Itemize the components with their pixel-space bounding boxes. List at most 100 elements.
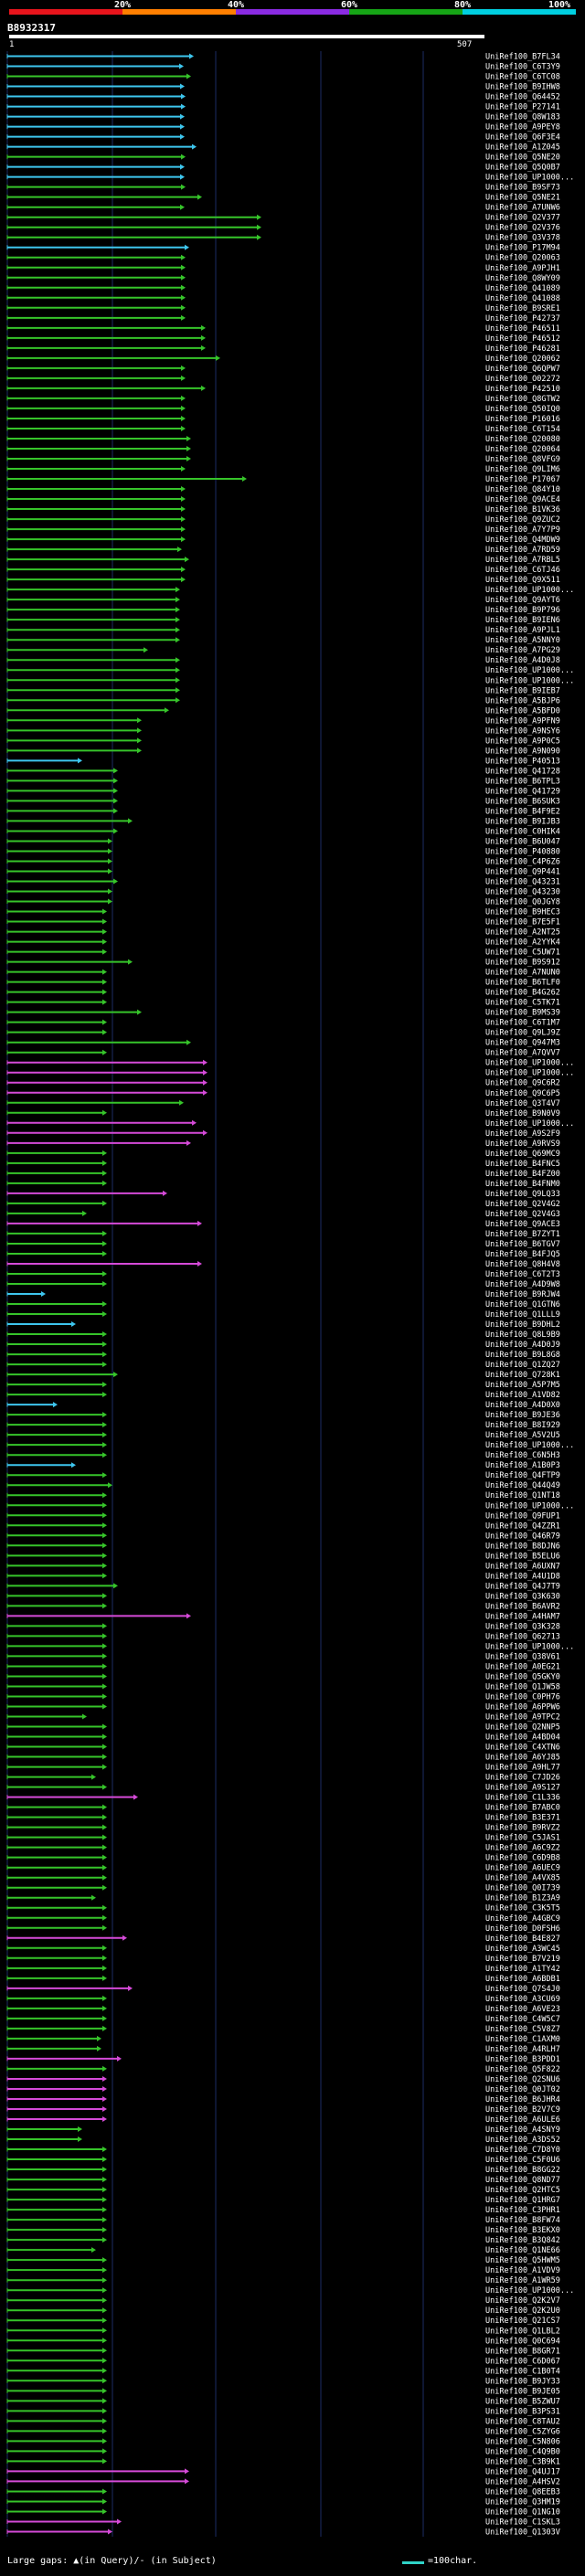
hit-label[interactable]: UniRef100_B6TPL3 (485, 777, 560, 786)
hit-label[interactable]: UniRef100_B3E371 (485, 1814, 560, 1823)
hit-label[interactable]: UniRef100_A3DS52 (485, 2136, 560, 2145)
hit-label[interactable]: UniRef100_C5V8Z7 (485, 2025, 560, 2034)
hit-label[interactable]: UniRef100_Q43231 (485, 878, 560, 887)
hit-label[interactable]: UniRef100_UP1000... (485, 1642, 574, 1651)
hit-label[interactable]: UniRef100_Q0C694 (485, 2337, 560, 2346)
hit-label[interactable]: UniRef100_UP1000... (485, 2286, 574, 2295)
hit-label[interactable]: UniRef100_A3WC45 (485, 1945, 560, 1954)
hit-label[interactable]: UniRef100_B3PS31 (485, 2407, 560, 2416)
hit-label[interactable]: UniRef100_A9TPC2 (485, 1713, 560, 1723)
hit-label[interactable]: UniRef100_Q46R79 (485, 1532, 560, 1541)
hit-label[interactable]: UniRef100_A9PJH1 (485, 264, 560, 273)
hit-label[interactable]: UniRef100_A4D0J9 (485, 1341, 560, 1350)
hit-label[interactable]: UniRef100_B9IJB3 (485, 817, 560, 826)
hit-label[interactable]: UniRef100_A9P0C5 (485, 737, 560, 746)
hit-label[interactable]: UniRef100_Q9LJ9Z (485, 1029, 560, 1038)
hit-label[interactable]: UniRef100_B3PDD1 (485, 2055, 560, 2064)
hit-label[interactable]: UniRef100_Q64452 (485, 93, 560, 102)
hit-label[interactable]: UniRef100_Q41088 (485, 294, 560, 303)
hit-label[interactable]: UniRef100_C7JD26 (485, 1774, 560, 1783)
hit-label[interactable]: UniRef100_Q8WY09 (485, 274, 560, 283)
hit-label[interactable]: UniRef100_P42510 (485, 385, 560, 394)
hit-label[interactable]: UniRef100_C7D8Y0 (485, 2146, 560, 2155)
hit-label[interactable]: UniRef100_B9S912 (485, 959, 560, 968)
hit-label[interactable]: UniRef100_Q5Q0B7 (485, 164, 560, 173)
hit-label[interactable]: UniRef100_Q9C6R2 (485, 1079, 560, 1088)
hit-label[interactable]: UniRef100_Q43230 (485, 888, 560, 897)
hit-label[interactable]: UniRef100_Q7S4J0 (485, 1985, 560, 1994)
hit-label[interactable]: UniRef100_B6SUK3 (485, 797, 560, 806)
hit-label[interactable]: UniRef100_Q4ZZR1 (485, 1521, 560, 1531)
hit-label[interactable]: UniRef100_B8I929 (485, 1421, 560, 1430)
hit-label[interactable]: UniRef100_Q0JGY8 (485, 898, 560, 907)
hit-label[interactable]: UniRef100_A1TY42 (485, 1965, 560, 1974)
hit-label[interactable]: UniRef100_A9S2F9 (485, 1129, 560, 1139)
hit-label[interactable]: UniRef100_Q8EEB3 (485, 2487, 560, 2496)
hit-label[interactable]: UniRef100_UP1000... (485, 586, 574, 595)
hit-label[interactable]: UniRef100_B7V219 (485, 1955, 560, 1964)
hit-label[interactable]: UniRef100_D0FSH6 (485, 1924, 560, 1934)
hit-label[interactable]: UniRef100_B6TGV7 (485, 1240, 560, 1249)
hit-label[interactable]: UniRef100_C6D067 (485, 2357, 560, 2366)
hit-label[interactable]: UniRef100_Q1NG10 (485, 2507, 560, 2517)
hit-label[interactable]: UniRef100_Q8ND77 (485, 2176, 560, 2185)
hit-label[interactable]: UniRef100_Q8W183 (485, 113, 560, 122)
hit-label[interactable]: UniRef100_UP1000... (485, 666, 574, 675)
hit-label[interactable]: UniRef100_A0EG21 (485, 1662, 560, 1671)
hit-label[interactable]: UniRef100_Q3K630 (485, 1592, 560, 1601)
hit-label[interactable]: UniRef100_Q2V4G3 (485, 1210, 560, 1219)
hit-label[interactable]: UniRef100_A4D9W8 (485, 1280, 560, 1289)
hit-label[interactable]: UniRef100_A9PFN9 (485, 716, 560, 726)
hit-label[interactable]: UniRef100_B5ELU6 (485, 1552, 560, 1561)
hit-label[interactable]: UniRef100_A4BD04 (485, 1733, 560, 1743)
hit-label[interactable]: UniRef100_Q1LLL9 (485, 1310, 560, 1320)
hit-label[interactable]: UniRef100_Q62713 (485, 1632, 560, 1641)
hit-label[interactable]: UniRef100_UP1000... (485, 174, 574, 183)
hit-label[interactable]: UniRef100_B9JE05 (485, 2387, 560, 2396)
hit-label[interactable]: UniRef100_B9MS39 (485, 1009, 560, 1018)
hit-label[interactable]: UniRef100_A4HAM7 (485, 1612, 560, 1621)
hit-label[interactable]: UniRef100_Q4UJ17 (485, 2467, 560, 2476)
hit-label[interactable]: UniRef100_Q69MC9 (485, 1150, 560, 1159)
hit-label[interactable]: UniRef100_Q9P441 (485, 867, 560, 876)
hit-label[interactable]: UniRef100_Q4J7T9 (485, 1582, 560, 1591)
hit-label[interactable]: UniRef100_A9PJL1 (485, 626, 560, 635)
hit-label[interactable]: UniRef100_C1AXM0 (485, 2035, 560, 2044)
hit-label[interactable]: UniRef100_C0PH76 (485, 1692, 560, 1701)
hit-label[interactable]: UniRef100_Q44Q49 (485, 1481, 560, 1490)
hit-label[interactable]: UniRef100_C5F0U6 (485, 2156, 560, 2165)
hit-label[interactable]: UniRef100_Q6QPW7 (485, 365, 560, 374)
hit-label[interactable]: UniRef100_Q3K328 (485, 1622, 560, 1631)
hit-label[interactable]: UniRef100_B9RVZ2 (485, 1824, 560, 1833)
hit-label[interactable]: UniRef100_B9IEN6 (485, 616, 560, 625)
hit-label[interactable]: UniRef100_A6YJ85 (485, 1754, 560, 1763)
hit-label[interactable]: UniRef100_B9RJW4 (485, 1290, 560, 1299)
hit-label[interactable]: UniRef100_Q3T4V7 (485, 1099, 560, 1108)
hit-label[interactable]: UniRef100_Q9FUP1 (485, 1511, 560, 1521)
hit-label[interactable]: UniRef100_Q4FTP9 (485, 1471, 560, 1480)
hit-label[interactable]: UniRef100_A6C9Z2 (485, 1844, 560, 1853)
hit-label[interactable]: UniRef100_Q2V376 (485, 224, 560, 233)
hit-label[interactable]: UniRef100_Q947M3 (485, 1039, 560, 1048)
hit-label[interactable]: UniRef100_O02272 (485, 375, 560, 384)
hit-label[interactable]: UniRef100_Q728K1 (485, 1371, 560, 1380)
hit-label[interactable]: UniRef100_C5ZYG6 (485, 2427, 560, 2436)
hit-label[interactable]: UniRef100_Q41729 (485, 787, 560, 796)
hit-label[interactable]: UniRef100_C1B0T4 (485, 2367, 560, 2376)
hit-label[interactable]: UniRef100_A6UXN7 (485, 1562, 560, 1571)
hit-label[interactable]: UniRef100_B4FZ00 (485, 1170, 560, 1179)
hit-label[interactable]: UniRef100_P17M94 (485, 244, 560, 253)
hit-label[interactable]: UniRef100_A1Z045 (485, 143, 560, 153)
hit-label[interactable]: UniRef100_UP1000... (485, 1069, 574, 1078)
hit-label[interactable]: UniRef100_Q1NT18 (485, 1491, 560, 1500)
hit-label[interactable]: UniRef100_A4HSV2 (485, 2477, 560, 2486)
hit-label[interactable]: UniRef100_P46511 (485, 324, 560, 334)
hit-label[interactable]: UniRef100_Q8VFG9 (485, 455, 560, 464)
hit-label[interactable]: UniRef100_C5N806 (485, 2437, 560, 2446)
hit-label[interactable]: UniRef100_A4U1D8 (485, 1572, 560, 1581)
hit-label[interactable]: UniRef100_B8GG22 (485, 2166, 560, 2175)
hit-label[interactable]: UniRef100_A4VX85 (485, 1874, 560, 1883)
hit-label[interactable]: UniRef100_A5BJP6 (485, 696, 560, 705)
hit-label[interactable]: UniRef100_C5UW71 (485, 949, 560, 958)
hit-label[interactable]: UniRef100_Q8L9B9 (485, 1330, 560, 1340)
